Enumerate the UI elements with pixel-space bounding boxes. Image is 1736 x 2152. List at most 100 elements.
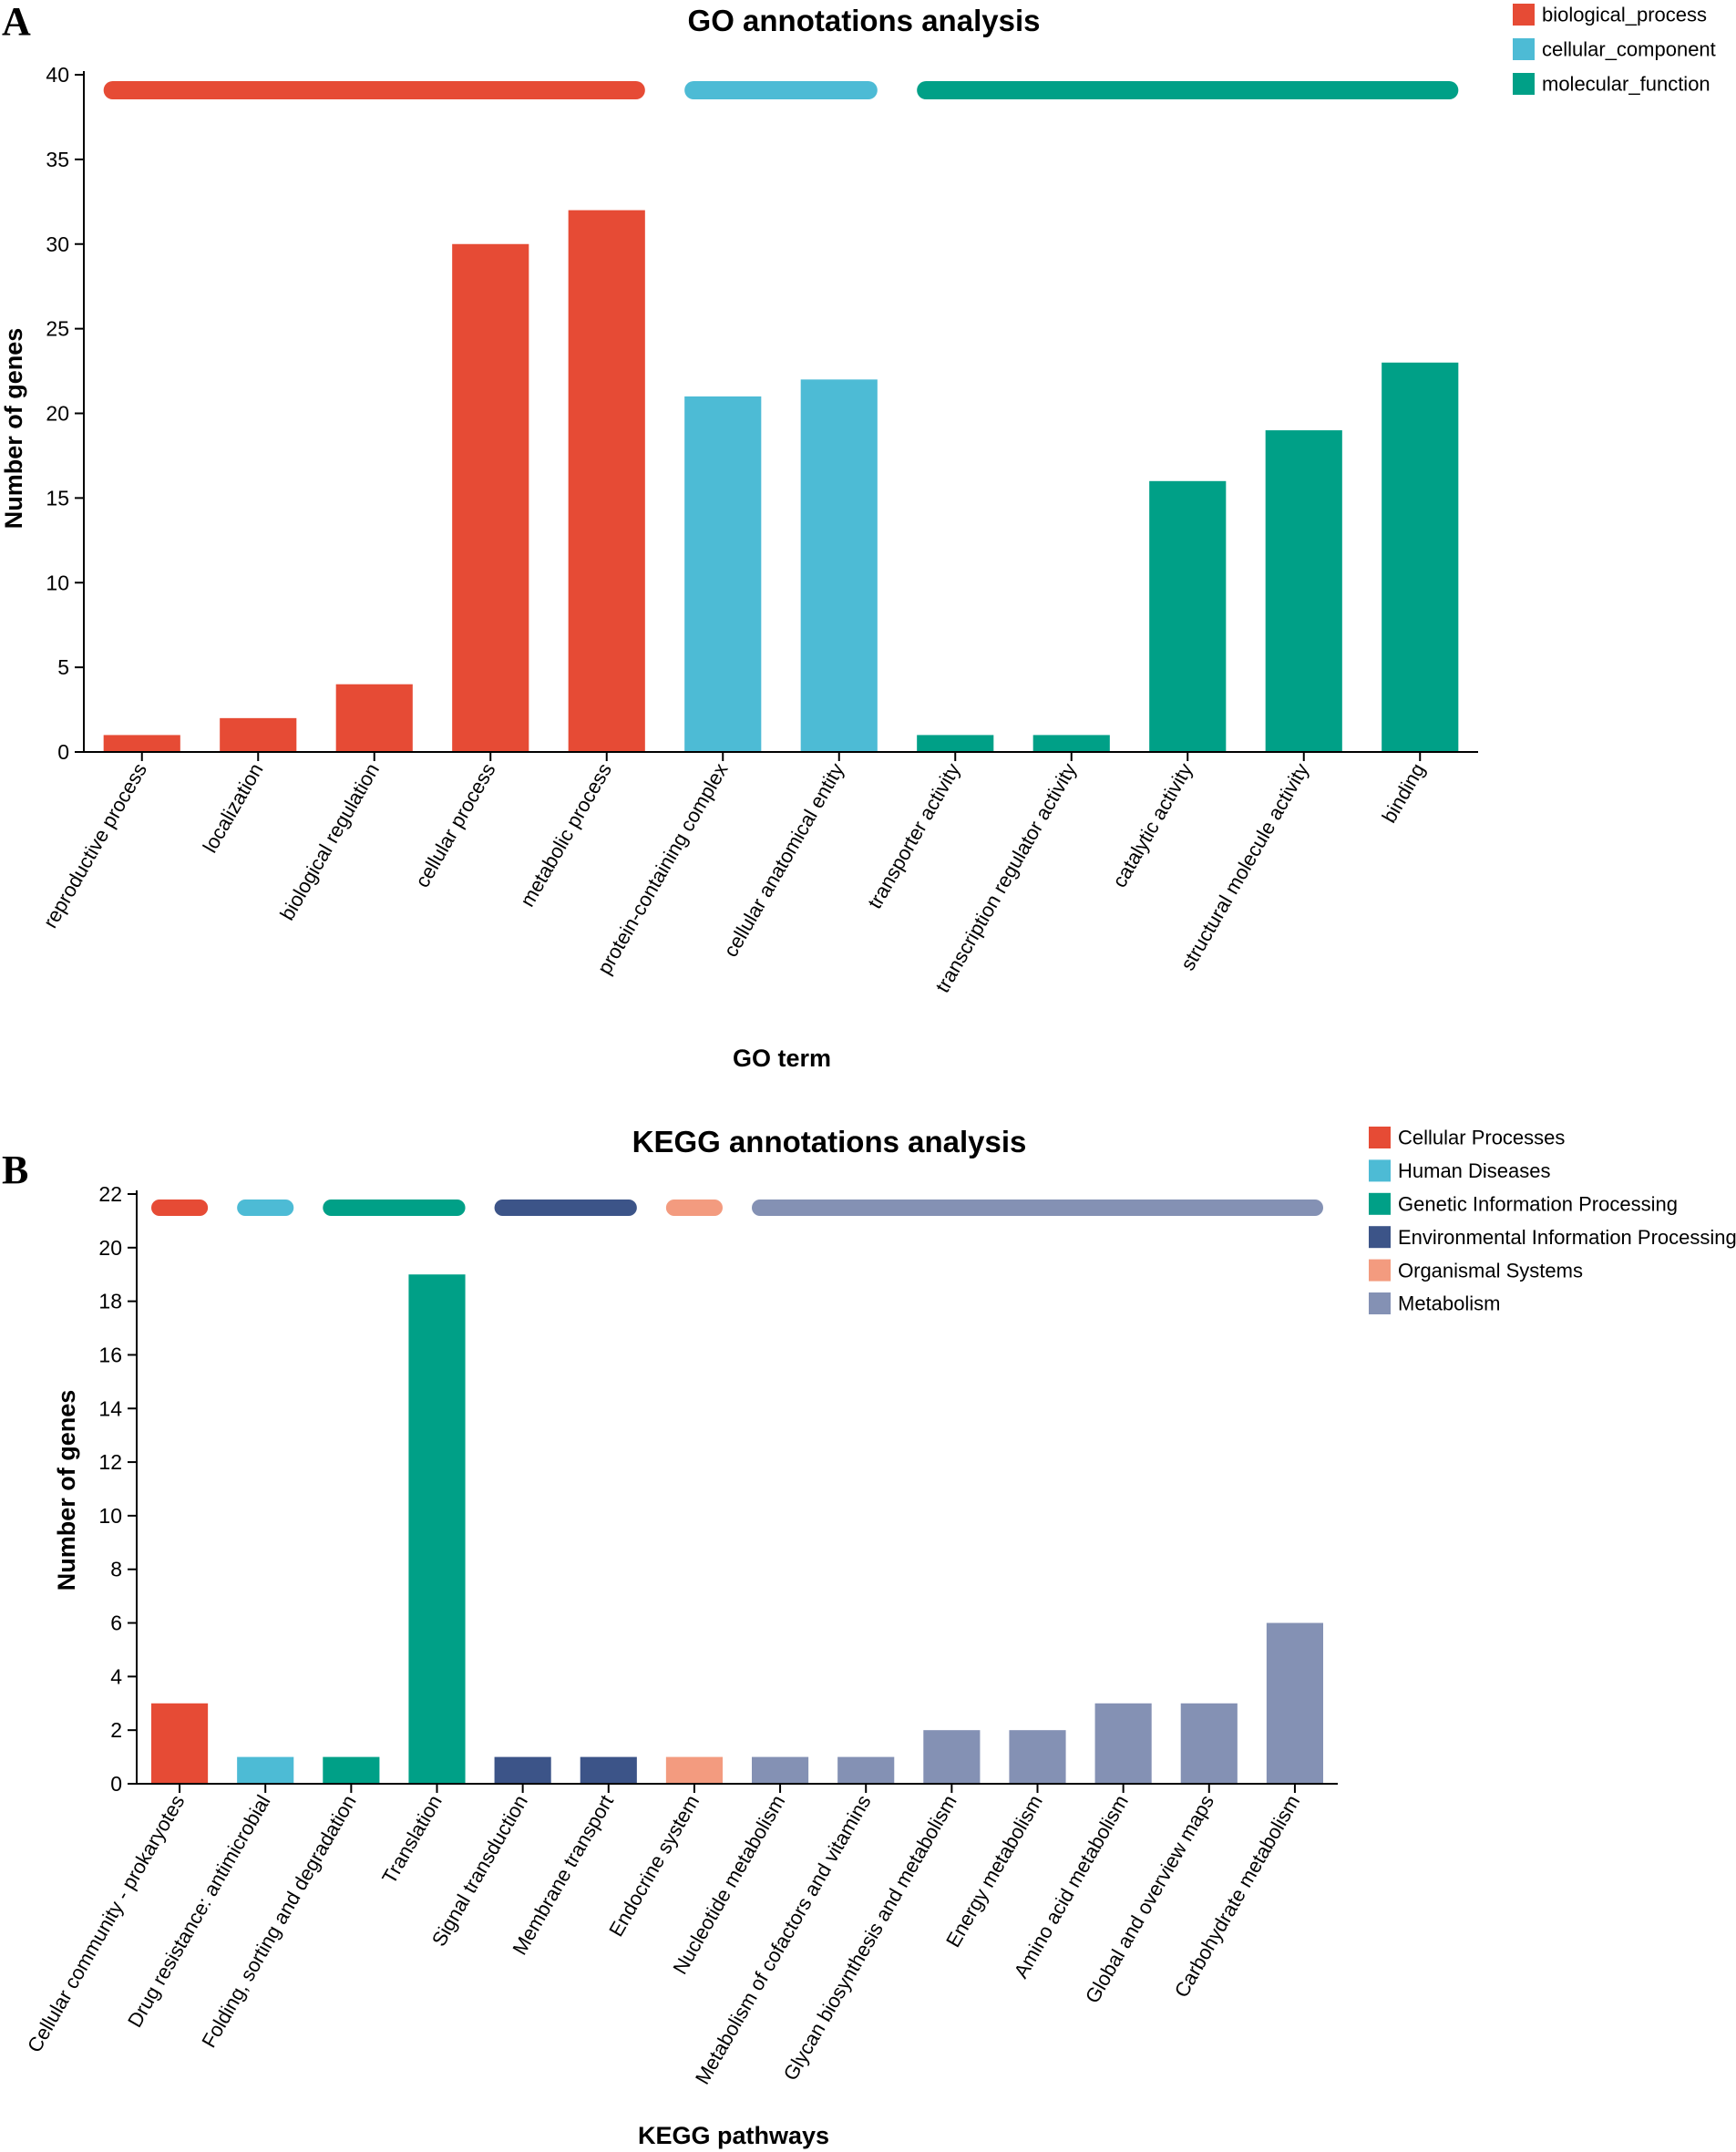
kegg-legend-swatch — [1369, 1226, 1391, 1249]
go-group-bars — [103, 81, 1459, 99]
kegg-y-tick-label: 12 — [98, 1450, 122, 1474]
kegg-bar — [752, 1756, 809, 1784]
kegg-legend-label: Cellular Processes — [1398, 1127, 1565, 1149]
go-y-tick-label: 10 — [46, 571, 69, 594]
go-group-bar — [103, 81, 645, 99]
kegg-y-tick-label: 6 — [110, 1611, 122, 1635]
kegg-y-tick-label: 0 — [110, 1772, 122, 1796]
go-x-tick-label: catalytic activity — [1108, 759, 1197, 891]
go-chart-title: GO annotations analysis — [688, 4, 1041, 37]
kegg-bar — [323, 1756, 380, 1784]
go-bar — [335, 684, 413, 752]
go-x-tick-label: cellular anatomical entity — [719, 759, 848, 961]
kegg-bar — [1180, 1703, 1238, 1784]
kegg-chart-title: KEGG annotations analysis — [632, 1125, 1027, 1158]
go-bar — [220, 717, 297, 752]
go-y-tick-label: 15 — [46, 486, 69, 510]
kegg-y-tick-label: 16 — [98, 1343, 122, 1366]
go-legend-swatch — [1513, 4, 1535, 26]
kegg-x-tick-label: Cellular community - prokaryotes — [23, 1791, 189, 2056]
kegg-group-bar — [151, 1200, 209, 1216]
kegg-group-bar — [752, 1200, 1323, 1216]
kegg-x-tick-label: Folding, sorting and degradation — [197, 1791, 360, 2052]
go-group-bar — [684, 81, 878, 99]
panel-letter-b: B — [2, 1148, 28, 1192]
kegg-y-tick-label: 22 — [98, 1182, 122, 1206]
kegg-x-tick-label: Membrane transport — [508, 1791, 618, 1959]
go-x-tick-label: localization — [199, 759, 268, 857]
kegg-legend: Cellular Processes Human Diseases Genetic … — [1369, 1127, 1736, 1315]
go-group-bar — [917, 81, 1459, 99]
kegg-legend-label: Genetic Information Processing — [1398, 1192, 1678, 1215]
go-x-tick-label: cellular process — [411, 759, 500, 891]
go-x-tick-label: transporter activity — [863, 759, 965, 912]
kegg-legend-label: Organismal Systems — [1398, 1259, 1583, 1282]
kegg-legend-label: Human Diseases — [1398, 1159, 1551, 1182]
kegg-bar — [151, 1703, 209, 1784]
kegg-y-tick-label: 14 — [98, 1396, 122, 1420]
kegg-legend-swatch — [1369, 1259, 1391, 1282]
kegg-y-tick-label: 10 — [98, 1504, 122, 1528]
kegg-y-tick-label: 4 — [110, 1664, 122, 1688]
kegg-chart-panel: B KEGG annotations analysis KEGG pathway… — [2, 1125, 1736, 2149]
go-x-tick-label: structural molecule activity — [1176, 759, 1313, 974]
go-bars — [103, 210, 1459, 753]
kegg-bar — [237, 1756, 294, 1784]
go-bar — [1382, 362, 1459, 752]
kegg-y-tick-label: 18 — [98, 1290, 122, 1313]
go-y-tick-label: 5 — [57, 655, 69, 679]
go-bar — [1032, 735, 1110, 752]
kegg-y-tick-label: 2 — [110, 1718, 122, 1742]
go-x-tick-label: metabolic process — [516, 759, 616, 911]
go-legend-label: molecular_function — [1542, 73, 1710, 96]
kegg-group-bar — [323, 1200, 466, 1216]
go-legend-label: biological_process — [1542, 4, 1707, 26]
kegg-x-tick-label: Energy metabolism — [941, 1791, 1047, 1951]
kegg-y-tick-label: 20 — [98, 1236, 122, 1260]
kegg-bar — [665, 1756, 723, 1784]
kegg-x-tick-label: Endocrine system — [604, 1791, 704, 1941]
go-x-tick-label: protein-containing complex — [592, 759, 732, 978]
go-bar — [452, 243, 529, 752]
go-bar — [1149, 480, 1227, 752]
kegg-group-bar — [665, 1200, 723, 1216]
go-x-axis-title: GO term — [733, 1045, 831, 1072]
kegg-legend-swatch — [1369, 1159, 1391, 1182]
kegg-bar — [580, 1756, 637, 1784]
kegg-y-axis-title: Number of genes — [53, 1390, 80, 1591]
kegg-y-axis: 0 2 4 6 8 10 12 14 16 18 20 22 — [98, 1182, 138, 1796]
go-legend: biological_process cellular_componentmole… — [1513, 4, 1716, 96]
go-legend-swatch — [1513, 73, 1535, 95]
go-chart-panel: A GO annotations analysis GO term Number… — [0, 0, 1716, 1072]
go-x-tick-label: reproductive process — [38, 759, 151, 932]
go-x-tick-label: transcription regulator activity — [930, 759, 1081, 996]
go-y-tick-label: 25 — [46, 317, 69, 341]
go-bar — [568, 210, 645, 753]
go-y-tick-label: 40 — [46, 63, 69, 87]
go-legend-swatch — [1513, 38, 1535, 60]
kegg-x-tick-label: Signal transduction — [427, 1791, 532, 1951]
kegg-x-axis-title: KEGG pathways — [638, 2122, 829, 2149]
kegg-x-tick-label: Drug resistance: antimicrobial — [123, 1791, 275, 2031]
go-bar — [800, 379, 878, 752]
go-y-tick-label: 20 — [46, 402, 69, 426]
go-bar — [917, 735, 994, 752]
kegg-group-bar — [237, 1200, 294, 1216]
kegg-x-tick-label: Metabolism of cofactors and vitamins — [691, 1791, 876, 2088]
go-y-tick-label: 35 — [46, 148, 69, 171]
kegg-y-tick-label: 8 — [110, 1558, 122, 1581]
kegg-bar — [923, 1730, 981, 1784]
kegg-bar — [1094, 1703, 1152, 1784]
kegg-bar — [837, 1756, 895, 1784]
go-x-tick-label: biological regulation — [275, 759, 384, 924]
kegg-legend-swatch — [1369, 1292, 1391, 1314]
kegg-group-bars — [151, 1200, 1323, 1216]
panel-letter-a: A — [2, 0, 31, 44]
go-y-tick-label: 30 — [46, 232, 69, 256]
kegg-x-tick-label: Translation — [377, 1791, 447, 1888]
kegg-bar — [494, 1756, 551, 1784]
kegg-legend-swatch — [1369, 1127, 1391, 1148]
go-bar — [684, 396, 762, 752]
kegg-bar — [1266, 1622, 1323, 1784]
